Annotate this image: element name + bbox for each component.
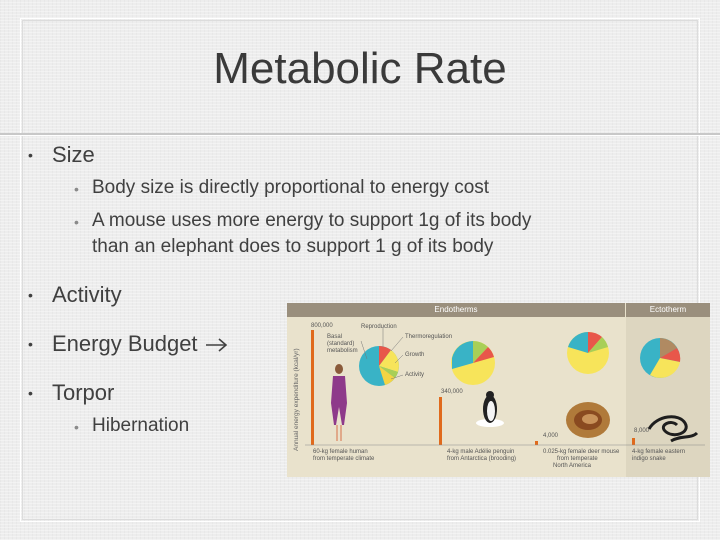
figure-graphics <box>305 327 705 446</box>
bullet-energy-budget-text: Energy Budget <box>52 331 198 356</box>
bullet-size-text: Size <box>52 142 95 167</box>
caption-snake-1: 4-kg female eastern <box>632 449 686 455</box>
sub-bullet-body-size-text: Body size is directly proportional to en… <box>92 177 490 198</box>
bullet-dot: • <box>28 147 33 163</box>
caption-human-1: 60-kg female human <box>313 449 368 455</box>
penguin-icon <box>476 391 504 427</box>
bullet-dot: • <box>28 385 33 401</box>
bullet-activity: • Activity <box>28 282 122 308</box>
bullet-dot: • <box>28 336 33 352</box>
sub-bullet-mouse-cont: than an elephant does to support 1 g of … <box>92 234 493 260</box>
pie-snake <box>640 338 681 378</box>
bar-snake <box>632 438 635 445</box>
legend-basal: Basal <box>327 334 343 340</box>
ectotherm-header: Ectotherm <box>626 303 710 317</box>
sub-bullet-mouse-line2: than an elephant does to support 1 g of … <box>92 236 494 257</box>
bullet-activity-text: Activity <box>52 282 122 307</box>
caption-mouse-2: from temperate <box>557 456 598 462</box>
bar-penguin <box>439 397 442 445</box>
bullet-dot: • <box>28 287 33 303</box>
sub-bullet-dot: • <box>74 181 79 197</box>
bullet-torpor: • Torpor <box>28 380 115 406</box>
sub-bullet-dot: • <box>74 419 79 435</box>
sub-bullet-dot: • <box>74 214 79 230</box>
bar-human <box>311 330 314 445</box>
sub-bullet-hibernation-text: Hibernation <box>92 415 190 436</box>
pie-penguin <box>451 341 495 385</box>
caption-penguin-2: from Antarctica (brooding) <box>447 456 517 462</box>
bullet-energy-budget: • Energy Budget <box>28 331 229 357</box>
sub-bullet-hibernation: • Hibernation <box>74 413 190 439</box>
pie-mouse <box>567 331 609 374</box>
sub-bullet-mouse: • A mouse uses more energy to support 1g… <box>74 208 532 234</box>
sub-bullet-mouse-line1: A mouse uses more energy to support 1g o… <box>92 210 532 231</box>
caption-penguin-1: 4-kg male Adélie penguin <box>447 449 515 455</box>
title-divider <box>0 133 720 136</box>
endotherms-header: Endotherms <box>287 303 625 317</box>
slide-title: Metabolic Rate <box>213 44 507 93</box>
legend-thermoregulation: Thermoregulation <box>405 334 453 340</box>
bar-mouse <box>535 441 538 445</box>
value-mouse: 4,000 <box>543 433 559 439</box>
mouse-nest-icon <box>566 402 610 438</box>
legend-leaders <box>360 327 404 380</box>
caption-mouse-1: 0.025-kg female deer mouse <box>543 449 620 455</box>
legend-standard: (standard) <box>327 341 355 347</box>
right-arrow-icon <box>205 338 227 352</box>
bullet-torpor-text: Torpor <box>52 380 115 405</box>
legend-metabolism: metabolism <box>327 348 358 354</box>
value-human: 800,000 <box>311 323 333 329</box>
caption-snake-2: indigo snake <box>632 456 666 462</box>
value-penguin: 340,000 <box>441 389 463 395</box>
energy-budget-figure: Endotherms Ectotherm Annual energy expen… <box>287 303 710 477</box>
caption-mouse-3: North America <box>553 463 592 469</box>
legend-reproduction: Reproduction <box>361 324 397 330</box>
caption-human-2: from temperate climate <box>313 456 375 462</box>
human-figure-icon <box>331 364 347 441</box>
slide-frame-inner <box>22 20 698 520</box>
legend-growth: Growth <box>405 352 425 358</box>
sub-bullet-body-size: • Body size is directly proportional to … <box>74 175 490 201</box>
snake-icon <box>647 415 699 443</box>
pie-human <box>359 346 399 386</box>
value-snake: 8,000 <box>634 428 650 434</box>
legend-activity: Activity <box>405 372 425 378</box>
bullet-size: • Size <box>28 142 95 168</box>
slide-frame <box>20 18 700 522</box>
